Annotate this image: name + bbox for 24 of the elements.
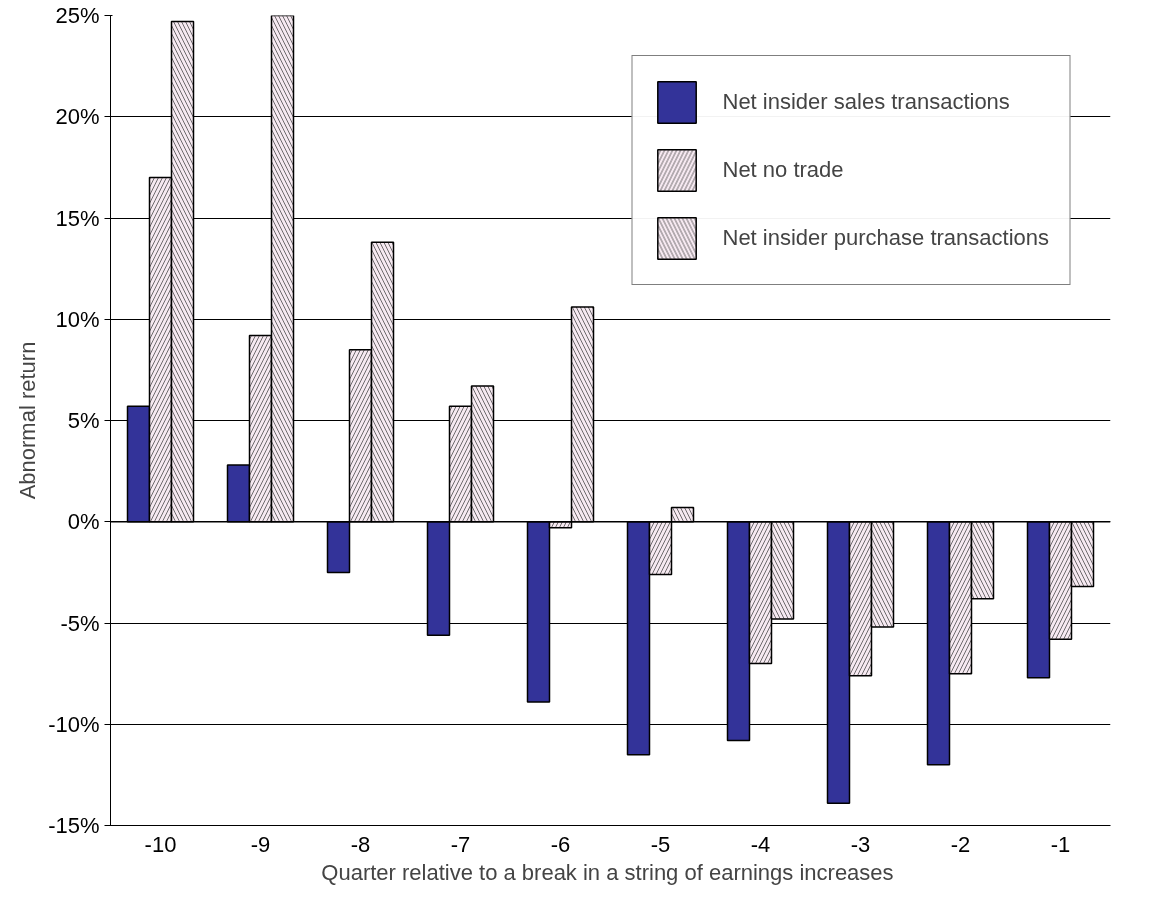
y-tick-label: -5% [60, 610, 100, 636]
y-tick-label: -15% [48, 813, 100, 838]
y-tick-label: 0% [67, 509, 100, 535]
y-tick-label: 5% [67, 408, 100, 433]
x-tick-label: -5 [650, 831, 671, 857]
y-tick-label: 15% [55, 205, 100, 231]
legend-label: Net insider sales transactions [722, 89, 1010, 115]
y-tick-label: 25% [55, 3, 100, 28]
x-tick-label: -4 [750, 831, 771, 857]
x-tick-label: -1 [1050, 831, 1071, 857]
x-axis-title: Quarter relative to a break in a string of earnings increases [321, 859, 894, 885]
x-tick-label: -9 [250, 831, 271, 857]
x-tick-label: -3 [850, 831, 871, 857]
legend-label: Net no trade [722, 157, 844, 183]
x-tick-label: -10 [144, 831, 177, 857]
y-tick-label: -10% [48, 711, 100, 737]
legend-label: Net insider purchase transactions [722, 225, 1049, 251]
x-tick-label: -6 [550, 831, 571, 857]
y-axis-title: Abnormal return [15, 341, 41, 500]
y-tick-label: 10% [55, 306, 100, 332]
x-tick-label: -8 [350, 831, 371, 857]
y-tick-label: 20% [55, 104, 100, 130]
x-tick-label: -2 [950, 831, 971, 857]
x-tick-label: -7 [450, 831, 471, 857]
